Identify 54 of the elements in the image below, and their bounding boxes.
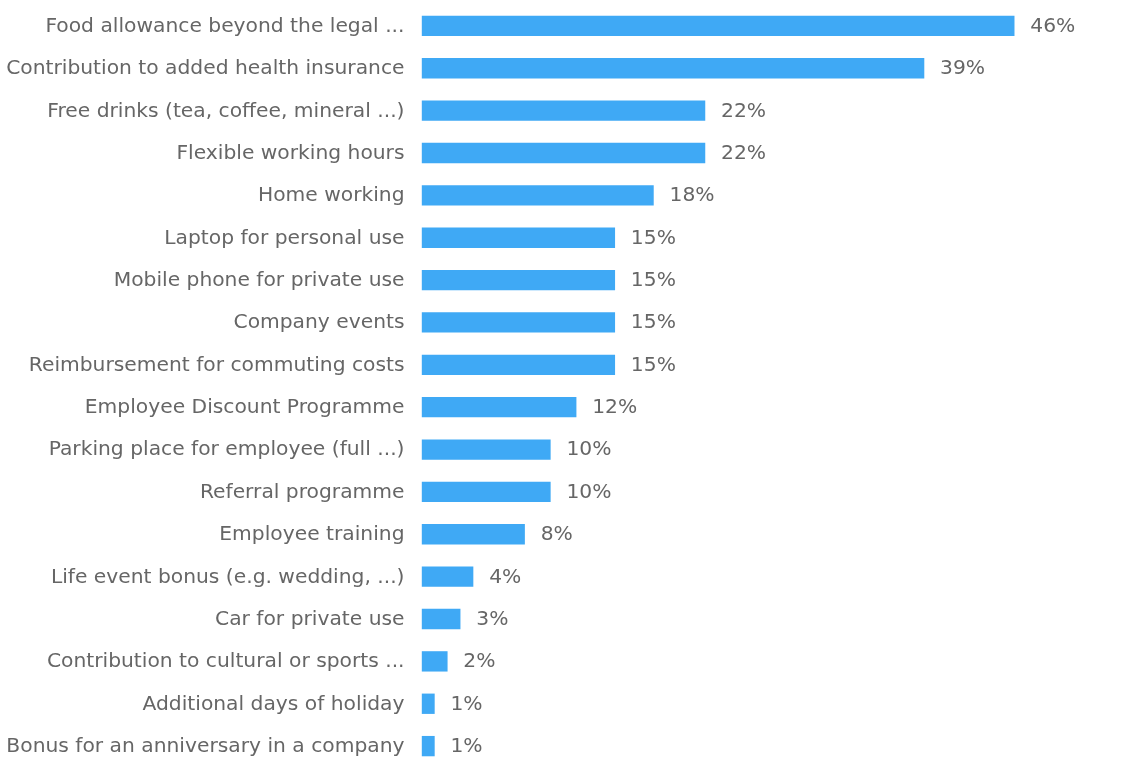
bar <box>421 524 525 545</box>
bar <box>421 269 616 291</box>
bar <box>421 397 577 418</box>
bar <box>421 142 706 164</box>
bar <box>421 566 474 587</box>
data-label: 4% <box>489 563 522 588</box>
y-tick-label: Referral programme <box>199 478 405 503</box>
bar <box>421 100 706 121</box>
y-tick-label: Contribution to cultural or sports ... <box>46 648 405 673</box>
y-tick-label: Parking place for employee (full ...) <box>48 436 405 461</box>
data-label: 10% <box>566 436 612 461</box>
y-tick-label: Life event bonus (e.g. wedding, ...) <box>50 563 405 588</box>
y-tick-label: Car for private use <box>215 605 405 630</box>
data-label: 18% <box>669 182 715 207</box>
y-tick-label: Bonus for an anniversary in a company <box>6 733 405 758</box>
data-label: 15% <box>630 351 676 376</box>
bar <box>421 227 616 248</box>
data-label: 1% <box>450 690 483 715</box>
data-label: 15% <box>630 224 676 249</box>
data-label: 15% <box>630 267 676 292</box>
data-label: 39% <box>940 55 986 80</box>
y-tick-label: Flexible working hours <box>176 139 405 164</box>
data-label: 46% <box>1030 12 1076 37</box>
y-tick-label: Employee Discount Programme <box>84 394 405 419</box>
bar <box>421 312 616 333</box>
y-tick-label: Laptop for personal use <box>164 224 405 249</box>
y-tick-label: Company events <box>233 309 405 334</box>
y-tick-label: Additional days of holiday <box>142 690 405 715</box>
bar <box>421 481 551 503</box>
y-tick-label: Reimbursement for commuting costs <box>28 351 405 376</box>
y-tick-label: Home working <box>257 182 405 207</box>
data-label: 15% <box>630 309 676 334</box>
data-label: 8% <box>540 521 573 546</box>
bar <box>421 651 448 672</box>
data-label: 22% <box>721 97 767 122</box>
y-tick-label: Free drinks (tea, coffee, mineral ...) <box>47 97 405 122</box>
y-tick-label: Contribution to added health insurance <box>6 55 405 80</box>
bar <box>421 735 435 757</box>
bar <box>421 185 654 206</box>
data-label: 2% <box>463 648 496 673</box>
data-label: 12% <box>592 394 638 419</box>
data-label: 22% <box>721 139 767 164</box>
bar <box>421 693 435 714</box>
data-label: 3% <box>476 605 509 630</box>
data-label: 10% <box>566 478 612 503</box>
bar <box>421 15 1015 37</box>
bar <box>421 58 925 79</box>
y-tick-label: Food allowance beyond the legal ... <box>45 12 405 37</box>
bar <box>421 439 551 460</box>
data-label: 1% <box>450 733 483 758</box>
y-tick-label: Employee training <box>219 521 405 546</box>
bar <box>421 608 461 630</box>
y-tick-label: Mobile phone for private use <box>113 267 405 292</box>
bar <box>421 354 616 375</box>
